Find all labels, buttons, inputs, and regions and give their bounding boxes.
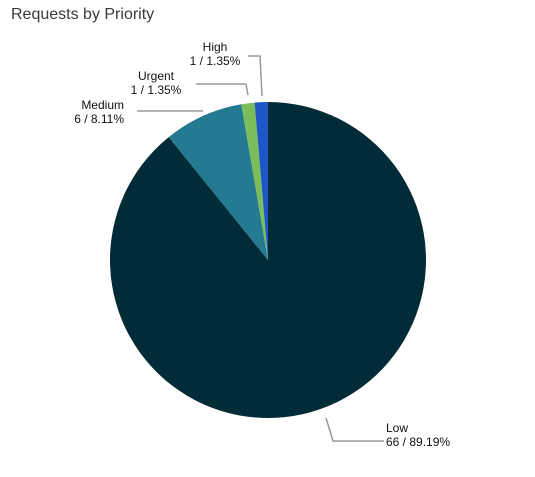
slice-label-low: Low 66 / 89.19% (386, 421, 450, 449)
chart-title: Requests by Priority (11, 6, 155, 23)
slice-label-name: Urgent (138, 69, 175, 83)
slice-label-value: 6 / 8.11% (74, 112, 124, 126)
leader-line-urgent (196, 83, 249, 96)
leader-line-low (325, 417, 384, 442)
slice-label-medium: Medium 6 / 8.11% (74, 98, 124, 126)
slice-label-name: High (203, 40, 228, 54)
slice-label-name: Medium (81, 98, 124, 112)
slice-label-value: 1 / 1.35% (190, 54, 241, 68)
slice-label-urgent: Urgent 1 / 1.35% (131, 69, 182, 97)
slice-label-high: High 1 / 1.35% (190, 40, 241, 68)
slice-label-value: 66 / 89.19% (386, 435, 450, 449)
pie-slice-high[interactable] (254, 102, 268, 260)
pie-slice-urgent[interactable] (241, 102, 268, 260)
pie-slice-medium[interactable] (168, 104, 268, 260)
slice-label-name: Low (386, 421, 408, 435)
slice-label-value: 1 / 1.35% (131, 83, 182, 97)
leader-line-high (248, 55, 263, 97)
